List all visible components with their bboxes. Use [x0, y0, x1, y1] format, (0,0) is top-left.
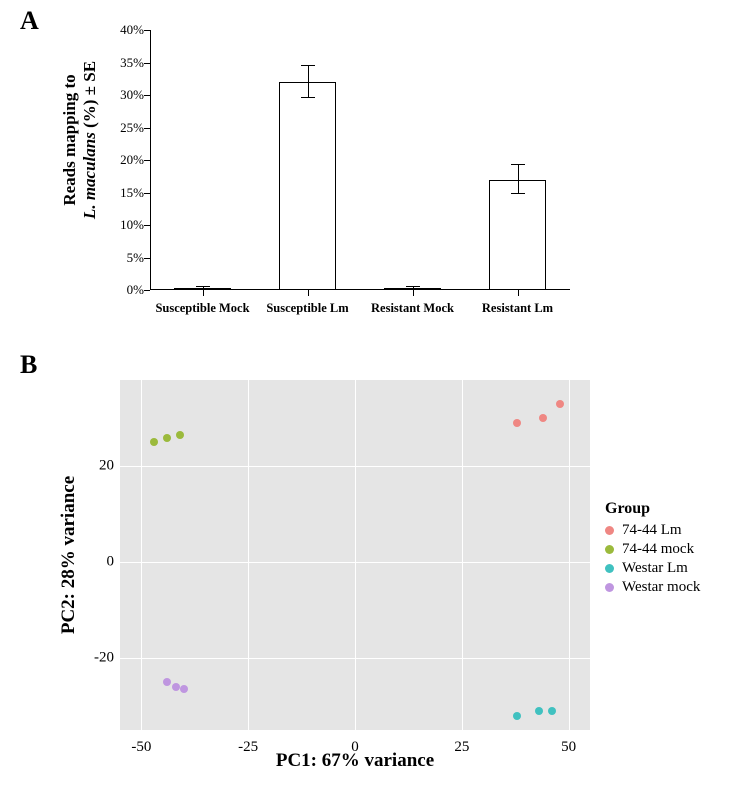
ylabel-italic: L. maculans [80, 132, 99, 219]
legend-title: Group [605, 500, 700, 518]
error-cap [511, 164, 525, 165]
ylabel-line2: L. maculans (%) ± SE [80, 10, 100, 270]
ylabel-rest: (%) ± SE [80, 61, 99, 132]
barchart-category-label: Resistant Lm [482, 301, 553, 316]
legend-item: 74-44 Lm [605, 522, 700, 539]
legend-label: 74-44 Lm [622, 522, 682, 539]
legend-item: 74-44 mock [605, 541, 700, 558]
barchart-ytick: 30% [100, 87, 144, 103]
barchart-ytick: 35% [100, 55, 144, 71]
barchart-ytick: 25% [100, 120, 144, 136]
barchart-category-label: Susceptible Lm [266, 301, 348, 316]
barchart-xtick [203, 290, 204, 296]
scatter-point [163, 434, 171, 442]
gridline-horizontal [120, 658, 590, 659]
legend-swatch [605, 545, 614, 554]
barchart-category-label: Resistant Mock [371, 301, 454, 316]
barchart-xtick [308, 290, 309, 296]
legend-label: Westar mock [622, 579, 700, 596]
scatter-point [513, 419, 521, 427]
bar [489, 180, 547, 291]
scatter-point [176, 431, 184, 439]
barchart-ytick: 40% [100, 22, 144, 38]
scatter-ylabel: PC2: 28% variance [58, 380, 78, 730]
scatter-ytick-label: -20 [80, 650, 114, 667]
error-cap [301, 97, 315, 98]
legend-swatch [605, 564, 614, 573]
error-cap [511, 193, 525, 194]
gridline-horizontal [120, 562, 590, 563]
error-bar [308, 66, 309, 99]
error-bar [518, 165, 519, 195]
error-cap [301, 65, 315, 66]
barchart-ytick: 10% [100, 217, 144, 233]
scatter: -50-2502550-20020 [120, 380, 590, 730]
scatter-point [172, 683, 180, 691]
barchart-category-label: Susceptible Mock [155, 301, 249, 316]
barchart-ylabel: Reads mapping to L. maculans (%) ± SE [60, 10, 100, 270]
scatter-xlabel: PC1: 67% variance [120, 750, 590, 772]
scatter-ytick-label: 20 [80, 458, 114, 475]
panel-a: Reads mapping to L. maculans (%) ± SE 0%… [30, 10, 590, 340]
legend-swatch [605, 583, 614, 592]
gridline-vertical [248, 380, 249, 730]
scatter-point [535, 707, 543, 715]
scatter-point [513, 712, 521, 720]
scatter-point [150, 438, 158, 446]
scatter-point [163, 678, 171, 686]
barchart-xtick [413, 290, 414, 296]
error-cap [196, 286, 210, 287]
barchart-ytick: 5% [100, 250, 144, 266]
figure-root: A Reads mapping to L. maculans (%) ± SE … [0, 0, 737, 794]
legend-label: Westar Lm [622, 560, 688, 577]
scatter-point [180, 685, 188, 693]
bar [279, 82, 337, 290]
gridline-vertical [462, 380, 463, 730]
legend-swatch [605, 526, 614, 535]
legend-item: Westar mock [605, 579, 700, 596]
barchart-ytick: 20% [100, 152, 144, 168]
panel-b: PC2: 28% variance -50-2502550-20020 PC1:… [30, 350, 730, 780]
barchart-ytick: 15% [100, 185, 144, 201]
scatter-point [548, 707, 556, 715]
barchart: 0%5%10%15%20%25%30%35%40%Susceptible Moc… [150, 30, 570, 290]
error-cap [196, 288, 210, 289]
barchart-ytick: 0% [100, 282, 144, 298]
gridline-vertical [569, 380, 570, 730]
scatter-ytick-label: 0 [80, 554, 114, 571]
barchart-xtick [518, 290, 519, 296]
scatter-point [556, 400, 564, 408]
legend-label: 74-44 mock [622, 541, 694, 558]
gridline-vertical [355, 380, 356, 730]
gridline-vertical [141, 380, 142, 730]
error-cap [406, 286, 420, 287]
error-cap [406, 288, 420, 289]
ylabel-line1: Reads mapping to [60, 10, 80, 270]
scatter-point [539, 414, 547, 422]
gridline-horizontal [120, 466, 590, 467]
scatter-ylabel-text: PC2: 28% variance [58, 476, 79, 634]
scatter-legend: Group 74-44 Lm 74-44 mock Westar Lm Westar … [605, 500, 700, 598]
legend-item: Westar Lm [605, 560, 700, 577]
